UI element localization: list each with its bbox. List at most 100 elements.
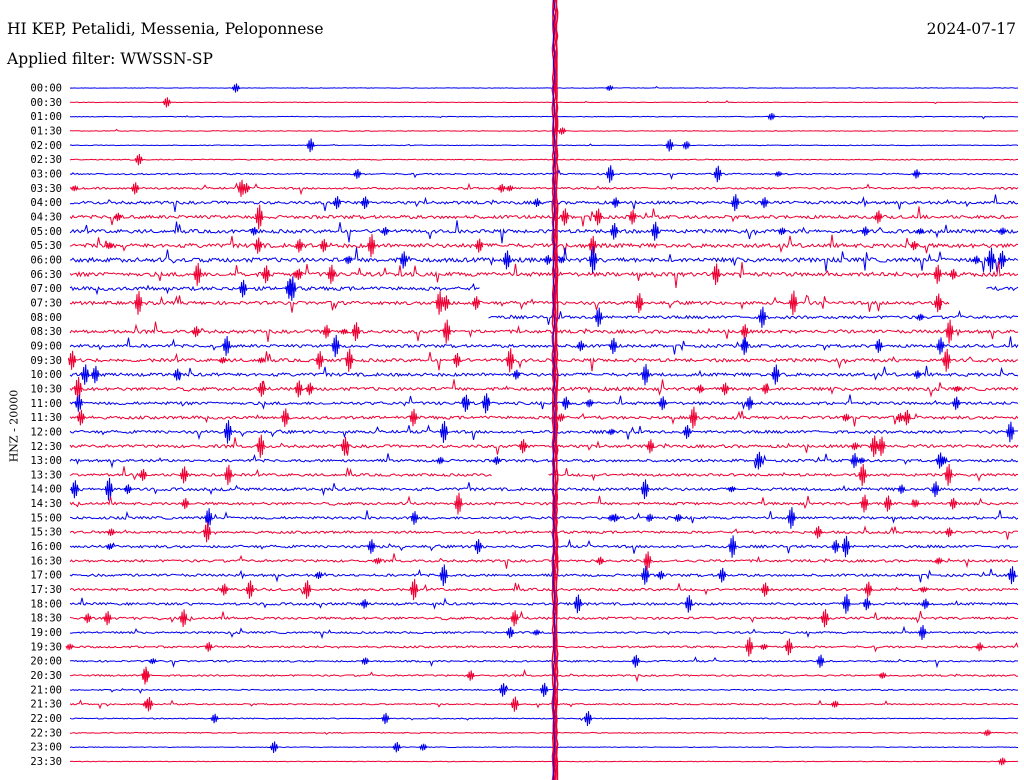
event-spike: [180, 466, 189, 484]
event-spike: [902, 409, 911, 426]
time-tick-label: 02:00: [30, 140, 62, 152]
event-spike: [641, 479, 649, 500]
event-spike: [305, 382, 314, 396]
event-spike: [367, 234, 376, 258]
event-spike: [499, 683, 508, 697]
event-spike: [179, 609, 188, 628]
time-tick-label: 20:30: [30, 670, 62, 682]
time-tick-label: 00:30: [30, 97, 62, 109]
seismic-trace-row: [69, 482, 1019, 497]
event-spike: [936, 337, 945, 355]
event-spike: [821, 609, 829, 628]
event-spike: [510, 696, 519, 712]
event-spike: [789, 290, 798, 316]
event-spike: [910, 241, 919, 251]
seismic-trace-row: [69, 495, 1019, 510]
time-tick-label: 21:30: [30, 699, 62, 711]
event-spike: [68, 350, 77, 370]
event-spike: [557, 256, 566, 264]
station-title: HI KEP, Petalidi, Messenia, Peloponnese: [7, 20, 324, 38]
event-spike: [410, 578, 419, 601]
time-tick-label: 16:00: [30, 541, 62, 553]
event-spike: [439, 564, 448, 586]
event-spike: [816, 654, 825, 668]
event-spike: [123, 484, 132, 495]
event-spike: [105, 477, 113, 501]
event-spike: [193, 262, 202, 286]
event-spike: [505, 185, 514, 192]
event-spike: [381, 226, 390, 236]
time-tick-label: 11:00: [30, 398, 62, 410]
event-spike: [436, 456, 445, 465]
event-spike: [628, 209, 637, 225]
event-spike: [203, 522, 212, 543]
event-spike: [771, 364, 780, 385]
event-spike: [936, 452, 945, 469]
event-spike: [1006, 421, 1015, 443]
event-spike: [850, 442, 859, 451]
event-spike: [850, 453, 859, 469]
event-spike: [896, 412, 904, 423]
time-tick-label: 08:30: [30, 326, 62, 338]
time-tick-label: 18:30: [30, 613, 62, 625]
event-spike: [134, 153, 143, 166]
filter-label: Applied filter: WWSSN-SP: [7, 50, 213, 68]
event-spike: [934, 557, 943, 565]
seismic-trace-row: [69, 143, 1019, 147]
time-tick-label: 13:30: [30, 469, 62, 481]
event-spike: [352, 322, 360, 341]
event-spike: [254, 237, 263, 254]
event-spike: [319, 239, 328, 253]
event-spike: [492, 456, 501, 465]
time-tick-label: 03:00: [30, 168, 62, 180]
seismic-trace-row: [69, 128, 1019, 132]
event-spike: [860, 494, 869, 513]
event-spike: [333, 196, 342, 210]
time-tick-label: 05:00: [30, 226, 62, 238]
event-spike: [440, 420, 448, 443]
event-spike: [774, 171, 783, 177]
event-spike: [419, 743, 428, 751]
time-tick-label: 15:30: [30, 527, 62, 539]
event-spike: [246, 580, 254, 599]
seismic-trace-row: [69, 169, 1019, 180]
event-spike: [344, 255, 353, 265]
seismic-trace-row: [69, 182, 1019, 196]
event-spike: [933, 264, 942, 284]
time-tick-label: 11:30: [30, 412, 62, 424]
event-spike: [641, 363, 650, 386]
event-spike: [560, 208, 569, 226]
event-spike: [761, 582, 770, 597]
event-spike: [918, 625, 927, 641]
event-spike: [814, 525, 823, 539]
event-spike: [224, 420, 232, 444]
event-spike: [543, 255, 552, 265]
event-spike: [745, 396, 754, 411]
seismic-trace-row: [69, 610, 1019, 624]
event-spike: [353, 169, 362, 179]
event-spike: [931, 481, 940, 498]
event-spike: [220, 583, 229, 596]
event-spike: [237, 179, 246, 197]
event-spike: [858, 463, 867, 486]
event-spike: [113, 212, 122, 222]
time-tick-label: 23:00: [30, 742, 62, 754]
seismic-trace-row: [69, 717, 1019, 721]
seismic-trace-row: [69, 597, 1019, 610]
event-spike: [584, 711, 592, 726]
event-spike: [532, 629, 541, 636]
event-spike: [506, 348, 515, 373]
seismic-trace-row: [69, 365, 1019, 381]
time-tick-label: 04:30: [30, 211, 62, 223]
event-spike: [861, 226, 870, 237]
seismic-trace-row: [69, 582, 1019, 596]
seismic-trace-row: [69, 115, 1019, 120]
time-tick-label: 15:00: [30, 512, 62, 524]
event-spike: [784, 638, 793, 656]
seismic-trace-row: [69, 568, 1019, 583]
seismic-trace-row: [69, 699, 1019, 710]
event-spike: [239, 279, 248, 298]
event-spike: [949, 497, 958, 510]
event-spike: [870, 435, 879, 458]
seismic-trace-row: [69, 731, 1019, 735]
